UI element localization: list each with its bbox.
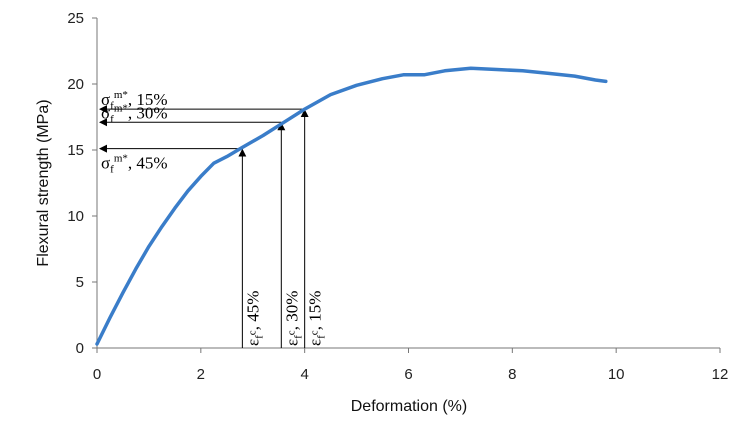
y-axis-label: Flexural strength (MPa) — [35, 99, 52, 266]
series-layer — [95, 66, 608, 346]
x-tick-label: 2 — [197, 366, 205, 383]
x-tick-label: 8 — [508, 366, 516, 383]
x-tick-label: 10 — [608, 366, 625, 383]
stress-label-30: σfm*, 30% — [101, 102, 168, 125]
stress-label-45: σfm*, 45% — [101, 153, 168, 176]
axes — [96, 18, 720, 349]
x-tick-label: 4 — [300, 366, 308, 383]
strain-label-15: εfc, 15% — [306, 291, 328, 346]
strain-label-30: εfc, 30% — [282, 291, 304, 346]
y-tick-label: 20 — [67, 76, 84, 93]
x-tick-label: 0 — [93, 366, 101, 383]
strain-label-45: εfc, 45% — [243, 291, 265, 346]
y-tick-label: 0 — [76, 340, 84, 357]
y-tick-label: 5 — [76, 274, 84, 291]
x-tick-label: 6 — [404, 366, 412, 383]
y-tick-label: 10 — [67, 208, 84, 225]
annotations: σfm*, 15% εfc, 15% σfm*, 30% εfc, 30% σfm*, … — [99, 89, 328, 348]
x-axis-label: Deformation (%) — [351, 398, 467, 415]
stress-label-15: σfm*, 15% — [101, 89, 168, 112]
y-tick-label: 25 — [67, 10, 84, 27]
x-tick-label: 12 — [712, 366, 729, 383]
y-tick-label: 15 — [67, 142, 84, 159]
series-line-0 — [95, 66, 608, 346]
ticks: 0 5 10 15 20 25 0 2 4 6 8 10 12 — [67, 10, 728, 383]
